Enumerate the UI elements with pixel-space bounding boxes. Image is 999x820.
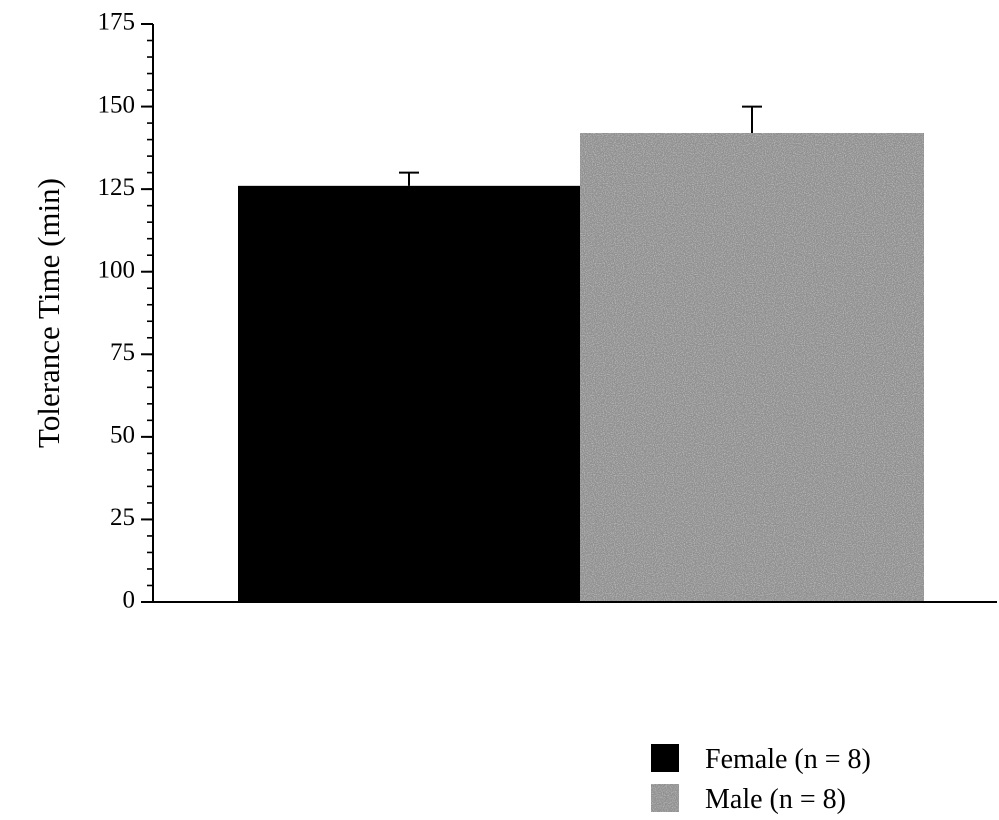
y-tick-label: 150 (98, 91, 136, 118)
y-axis-ticks: 0 25 50 75 100 125 150 175 (98, 9, 153, 614)
bar-texture (580, 132, 924, 602)
y-tick-label: 25 (110, 504, 135, 531)
legend: Female (n = 8) Male (n = 8) (651, 744, 871, 815)
legend-item-male: Male (n = 8) (651, 784, 846, 815)
y-axis-label: Tolerance Time (min) (31, 178, 66, 448)
error-bars (399, 105, 762, 186)
bars (238, 132, 924, 602)
bar-fill (238, 185, 580, 602)
legend-swatch-female (651, 744, 679, 772)
error-bar-female (399, 171, 419, 186)
legend-item-female: Female (n = 8) (651, 744, 871, 775)
y-tick-label: 100 (98, 256, 136, 283)
y-tick-label: 125 (98, 174, 136, 201)
error-bar-male (742, 105, 762, 133)
legend-label-male: Male (n = 8) (705, 784, 846, 815)
plot-area: 0 25 50 75 100 125 150 175 Tolerance Time (min) (31, 9, 997, 614)
legend-swatch-texture (651, 784, 679, 812)
y-tick-label: 50 (110, 422, 135, 449)
y-tick-label: 0 (123, 587, 136, 614)
legend-label-female: Female (n = 8) (705, 744, 871, 775)
bar-female (238, 185, 580, 602)
y-tick-label: 75 (110, 339, 135, 366)
y-tick-label: 175 (98, 9, 136, 36)
bar-male (580, 132, 924, 602)
